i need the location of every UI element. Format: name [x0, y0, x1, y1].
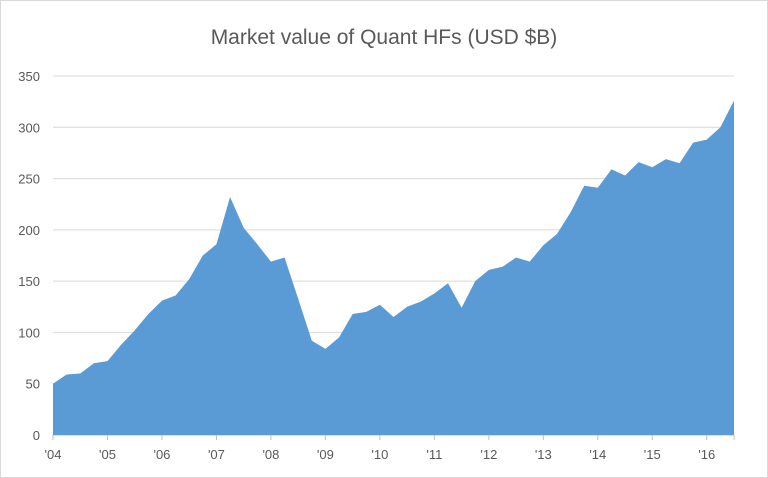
y-tick-label: 250 — [18, 172, 40, 187]
y-tick-label: 150 — [18, 274, 40, 289]
x-tick-label: '08 — [262, 447, 279, 462]
x-tick-label: '11 — [426, 447, 442, 462]
x-tick-label: '14 — [589, 447, 606, 462]
y-tick-label: 50 — [26, 377, 40, 392]
x-tick-label: '04 — [45, 447, 62, 462]
y-tick-label: 100 — [18, 325, 40, 340]
area-fill — [53, 100, 734, 436]
y-axis-ticks: 0 50 100 150 200 250 300 350 — [18, 69, 40, 443]
x-tick-label: '09 — [317, 447, 334, 462]
y-tick-label: 350 — [18, 69, 40, 84]
x-tick-label: '05 — [99, 447, 116, 462]
y-tick-label: 300 — [18, 120, 40, 135]
y-tick-label: 0 — [33, 428, 40, 443]
area-series — [53, 100, 734, 436]
x-tick-label: '16 — [698, 447, 715, 462]
x-tick-label: '07 — [208, 447, 225, 462]
x-axis-ticks: '04 '05 '06 '07 '08 '09 '10 '11 '12 '13 '14 '15 '16 — [45, 435, 735, 462]
x-tick-label: '13 — [535, 447, 552, 462]
x-tick-label: '06 — [153, 447, 170, 462]
x-tick-label: '10 — [371, 447, 388, 462]
chart-title: Market value of Quant HFs (USD $B) — [211, 26, 558, 49]
x-tick-label: '15 — [644, 447, 661, 462]
y-tick-label: 200 — [18, 223, 40, 238]
x-tick-label: '12 — [480, 447, 497, 462]
